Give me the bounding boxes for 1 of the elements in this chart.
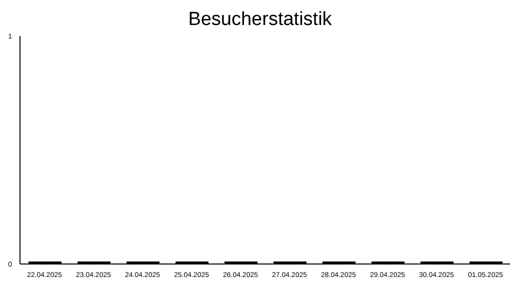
chart-title: Besucherstatistik [187,8,333,32]
